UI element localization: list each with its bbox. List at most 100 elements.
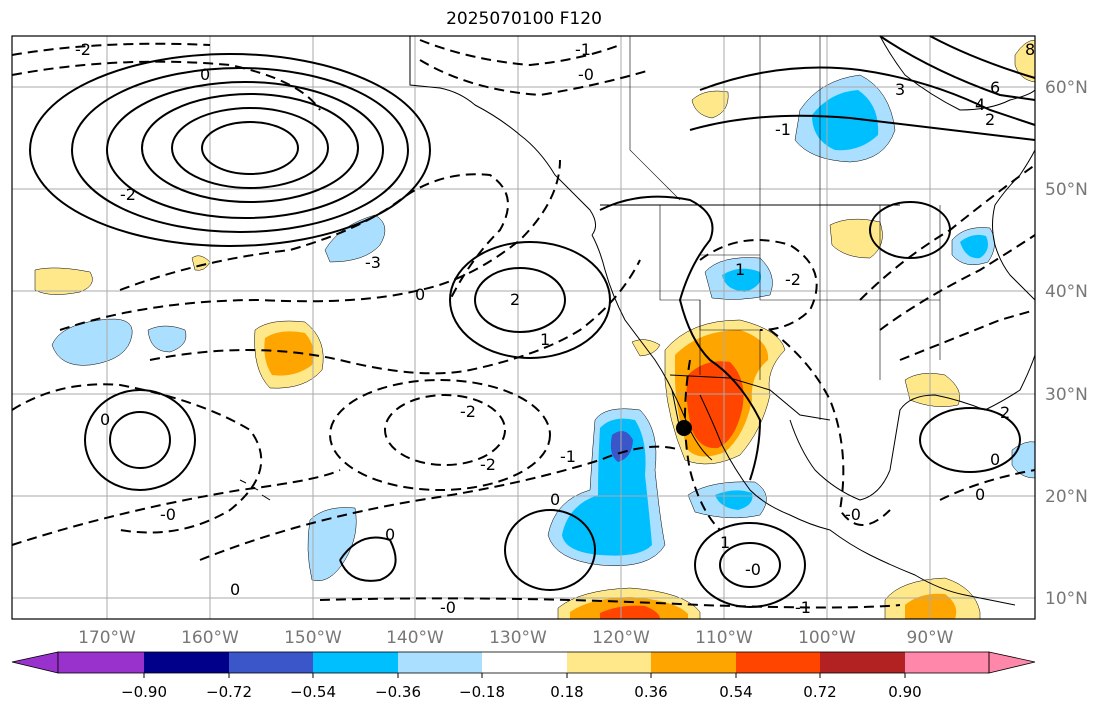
contour-line	[11, 60, 321, 111]
contour-label: 3	[895, 80, 905, 99]
contour-label: 0	[550, 490, 560, 509]
anomaly-neg-utah-core	[722, 268, 761, 292]
contour-label: -1	[795, 598, 811, 617]
contour-label: -2	[75, 40, 91, 59]
contour-line	[699, 239, 818, 331]
contour-label: 2	[510, 290, 520, 309]
east-coast	[992, 149, 1036, 301]
colorbar-low-extend	[11, 651, 59, 674]
colorbar-bin	[398, 652, 482, 673]
contour-label: -1	[775, 120, 791, 139]
contour-ring	[329, 379, 551, 491]
colorbar-tick-label: 0.18	[550, 683, 583, 701]
contour-label: -0	[745, 560, 761, 579]
colorbar-tick-label: −0.54	[290, 683, 336, 701]
colorbar-tick-label: 0.54	[719, 683, 752, 701]
anomaly-neg-baja-core	[610, 431, 633, 462]
colorbar-tick-label: −0.72	[206, 683, 252, 701]
anomaly-pos-sw-us-core	[686, 361, 744, 449]
contour-line	[11, 42, 211, 56]
lon-label: 150°W	[284, 628, 342, 648]
contour-line	[11, 469, 341, 546]
anomaly-neg-great-lakes-core	[960, 234, 988, 259]
contour-label: 2	[1000, 403, 1010, 422]
contour-label: 0	[975, 485, 985, 504]
contour-label: 0	[415, 285, 425, 304]
latitude-labels: 60°N 50°N 40°N 30°N 20°N 10°N	[1045, 78, 1088, 609]
gulf-coast	[789, 354, 1036, 501]
colorbar-frame	[57, 651, 990, 674]
contour-label: -1	[575, 40, 591, 59]
contour-ring	[106, 81, 384, 219]
lat-label: 40°N	[1045, 282, 1088, 302]
colorbar-bin	[905, 652, 989, 673]
colorbar-tick-label: −0.18	[459, 683, 505, 701]
lat-label: 30°N	[1045, 385, 1088, 405]
colorbar-bin	[567, 652, 651, 673]
map-title: 2025070100 F120	[446, 9, 602, 29]
contour-label: -2	[480, 455, 496, 474]
contour-line	[59, 159, 561, 331]
graticule	[12, 36, 1035, 619]
anomaly-neg-south-pacific	[307, 507, 357, 582]
anomaly-pos-hawaii-ne-core	[264, 331, 314, 376]
contour-label: 8	[1025, 40, 1035, 59]
contour-line	[419, 39, 621, 67]
contour-label: 2	[985, 110, 995, 129]
location-marker	[676, 420, 692, 436]
contour-line	[149, 259, 641, 375]
contour-line	[419, 59, 651, 97]
contour-line	[339, 536, 397, 582]
contour-line	[689, 114, 1036, 141]
contour-line	[899, 309, 1036, 361]
colorbar-tick-label: 0.36	[634, 683, 667, 701]
anomaly-pos-canada-w	[691, 90, 729, 119]
alaska-coast	[409, 36, 596, 236]
contour-label: -2	[785, 270, 801, 289]
anomaly-neg-central-pacific-2	[147, 325, 187, 353]
colorbar: −0.90 −0.72 −0.54 −0.36 −0.18 0.18 0.36 …	[11, 651, 1036, 701]
anomaly-pos-central-america-core	[905, 593, 957, 619]
contour-ring	[919, 407, 1021, 473]
contour-line	[684, 359, 721, 531]
contours-positive	[29, 35, 1036, 608]
contour-label: 0	[230, 580, 240, 599]
lat-label: 50°N	[1045, 180, 1088, 200]
contour-line	[859, 164, 1036, 301]
contour-line	[119, 173, 509, 301]
lon-label: 160°W	[181, 628, 239, 648]
contour-label: 1	[540, 330, 550, 349]
lat-label: 10°N	[1045, 589, 1088, 609]
contour-ring	[29, 53, 431, 247]
colorbar-bin	[820, 652, 905, 673]
contour-label: 1	[735, 260, 745, 279]
shaded-anomalies	[34, 39, 1036, 620]
contour-line	[699, 66, 1036, 126]
contour-ring	[449, 241, 611, 359]
mexico-pacific-coast	[699, 394, 1016, 606]
lon-label: 90°W	[907, 628, 954, 648]
contour-ring	[694, 522, 806, 608]
contour-label: 4	[975, 95, 985, 114]
contour-label: -0	[578, 65, 594, 84]
contour-label: 6	[990, 78, 1000, 97]
anomaly-pos-south-baja-core	[600, 605, 660, 619]
anomaly-pos-gulf	[904, 373, 961, 407]
contour-ring	[201, 121, 299, 175]
contour-label: 0	[385, 525, 395, 544]
lon-label: 140°W	[386, 628, 444, 648]
colorbar-tick-label: 0.72	[803, 683, 836, 701]
map-frame	[11, 35, 1036, 620]
anomaly-neg-canada-core	[812, 90, 879, 151]
contour-line	[939, 469, 1036, 501]
colorbar-ticks	[143, 673, 906, 678]
lon-label: 130°W	[489, 628, 547, 648]
contour-line	[319, 597, 901, 609]
contour-label: -0	[845, 505, 861, 524]
colorbar-bin	[482, 652, 567, 673]
lat-label: 20°N	[1045, 487, 1088, 507]
contour-ring	[504, 509, 596, 591]
contour-line	[879, 234, 1036, 331]
contour-ring	[109, 411, 171, 469]
